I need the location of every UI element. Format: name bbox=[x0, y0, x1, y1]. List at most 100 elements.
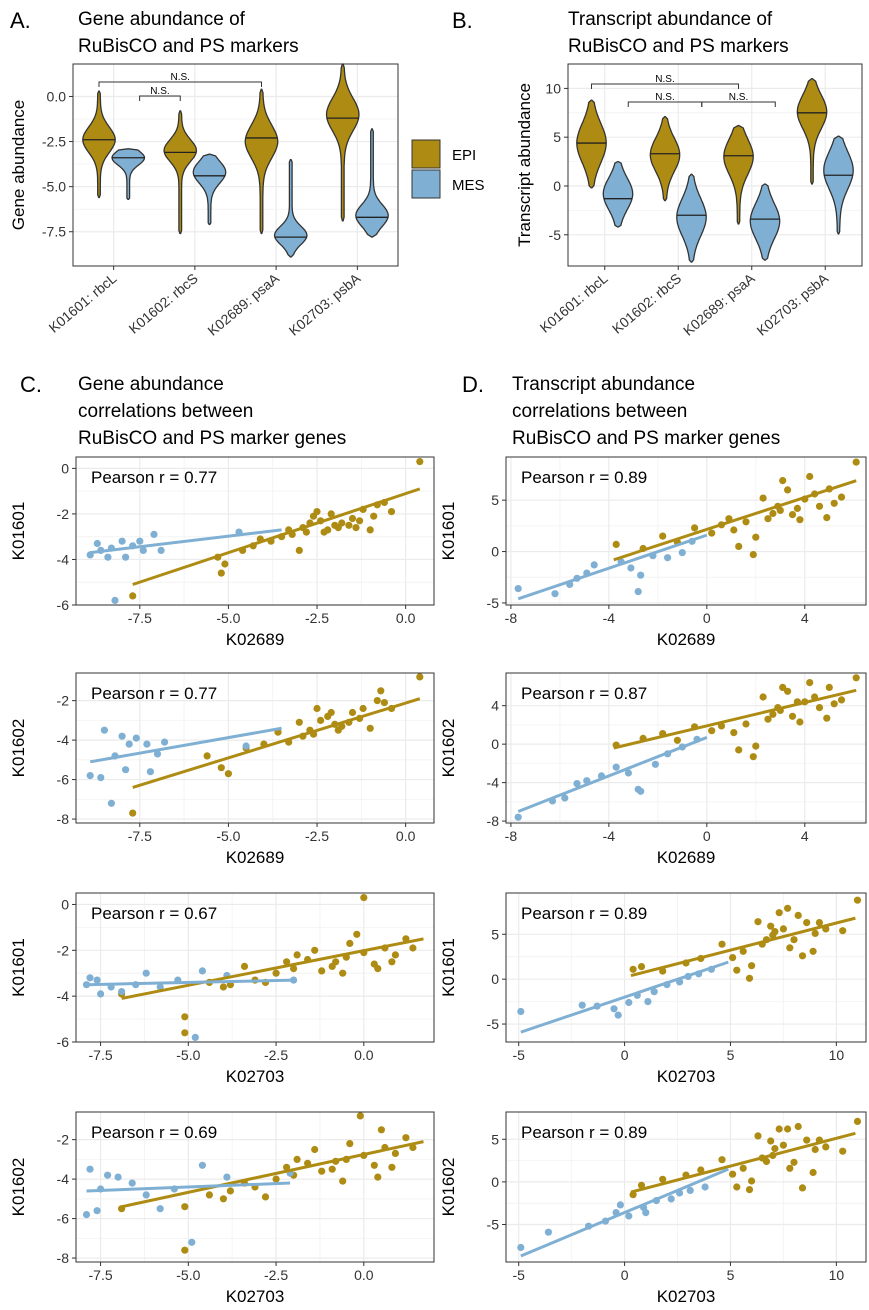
violin-mes bbox=[823, 135, 854, 235]
point-mes bbox=[198, 1161, 206, 1169]
y-tick-label: -5 bbox=[487, 595, 500, 611]
point-epi bbox=[217, 764, 225, 772]
legend-label-mes: MES bbox=[452, 177, 485, 194]
panel-d-title-line3: RuBisCO and PS marker genes bbox=[512, 428, 780, 449]
point-epi bbox=[388, 1163, 396, 1171]
x-category-label: K01601: rbcL bbox=[537, 270, 611, 336]
point-epi bbox=[823, 714, 831, 722]
x-tick-label: 5 bbox=[727, 1267, 735, 1283]
point-epi bbox=[629, 965, 637, 973]
x-category-label: K02703: psbA bbox=[286, 270, 364, 339]
x-tick-label: 0.0 bbox=[396, 828, 416, 844]
point-epi bbox=[767, 1137, 775, 1145]
chart-d4-panel-border bbox=[505, 1111, 867, 1263]
y-tick-label: 0.0 bbox=[47, 88, 67, 104]
point-epi bbox=[327, 708, 335, 717]
fit-line-epi bbox=[121, 1140, 424, 1209]
point-epi bbox=[839, 927, 847, 935]
point-epi bbox=[769, 509, 777, 518]
panel-c-title-line2: correlations between bbox=[78, 401, 253, 422]
y-tick-label: -2 bbox=[57, 942, 70, 958]
point-mes bbox=[625, 1212, 633, 1220]
point-epi bbox=[339, 1177, 347, 1185]
y-tick-label: -5 bbox=[549, 227, 562, 243]
point-epi bbox=[328, 1165, 336, 1173]
point-epi bbox=[779, 925, 788, 933]
panel-letter-b: B. bbox=[452, 8, 473, 33]
point-epi bbox=[735, 542, 743, 551]
point-mes bbox=[142, 1191, 150, 1199]
y-tick-label: -8 bbox=[487, 813, 500, 829]
point-epi bbox=[809, 947, 817, 955]
x-tick-label: -7.5 bbox=[128, 828, 152, 844]
violin-mes bbox=[192, 153, 227, 226]
point-epi bbox=[786, 944, 794, 952]
chart-c4-panel-border bbox=[75, 1111, 435, 1263]
y-tick-label: -4 bbox=[57, 1171, 70, 1187]
significance-label: N.S. bbox=[171, 72, 190, 83]
fit-line-epi bbox=[613, 688, 857, 750]
point-mes bbox=[198, 967, 206, 975]
point-epi bbox=[748, 962, 756, 970]
panel-a-title-line1: Gene abundance of bbox=[78, 9, 246, 30]
x-tick-label: -5.0 bbox=[176, 1267, 200, 1283]
point-epi bbox=[409, 944, 417, 952]
point-epi bbox=[295, 546, 303, 555]
y-axis-title: K01601 bbox=[9, 938, 28, 997]
point-epi bbox=[718, 940, 726, 948]
point-epi bbox=[339, 969, 347, 977]
x-tick-label: -5.0 bbox=[216, 610, 240, 626]
x-tick-label: 4 bbox=[801, 828, 809, 844]
point-mes bbox=[86, 772, 94, 780]
point-mes bbox=[93, 976, 101, 984]
point-epi bbox=[320, 528, 328, 536]
point-mes bbox=[667, 1195, 675, 1203]
point-epi bbox=[742, 518, 750, 526]
point-epi bbox=[784, 687, 792, 695]
y-tick-label: -2 bbox=[57, 506, 70, 522]
point-epi bbox=[673, 736, 682, 744]
panel-letter-d: D. bbox=[462, 372, 484, 397]
point-epi bbox=[219, 1195, 227, 1203]
point-epi bbox=[837, 493, 846, 501]
point-epi bbox=[771, 1145, 779, 1153]
point-mes bbox=[128, 1179, 136, 1187]
x-tick-label: -7.5 bbox=[89, 1047, 113, 1063]
point-epi bbox=[806, 679, 814, 687]
point-epi bbox=[370, 1161, 378, 1169]
x-category-label: K02703: psbA bbox=[754, 270, 832, 339]
point-mes bbox=[97, 774, 105, 782]
point-epi bbox=[793, 504, 802, 512]
point-epi bbox=[416, 673, 424, 681]
fit-line-epi bbox=[630, 916, 856, 978]
point-mes bbox=[143, 740, 151, 748]
chart-c2-panel-border bbox=[75, 672, 435, 824]
point-mes bbox=[118, 732, 126, 740]
charts-layer: 0.0-2.5-5.0-7.5N.S.N.S.K01601: rbcL K0160… bbox=[9, 63, 867, 1306]
point-epi bbox=[823, 514, 831, 522]
point-epi bbox=[181, 1203, 189, 1211]
point-epi bbox=[745, 974, 754, 982]
fit-line-epi bbox=[121, 937, 424, 1000]
point-epi bbox=[798, 1184, 807, 1192]
point-mes bbox=[114, 1173, 122, 1181]
point-epi bbox=[366, 724, 374, 732]
violin-epi bbox=[244, 88, 279, 235]
y-tick-label: -2 bbox=[57, 1132, 70, 1148]
panel-d-title-line2: correlations between bbox=[512, 401, 687, 422]
point-epi bbox=[181, 1013, 189, 1021]
fit-line-epi bbox=[613, 479, 857, 562]
y-axis-title: K01601 bbox=[439, 938, 458, 997]
x-axis-title: K02689 bbox=[226, 848, 285, 867]
point-epi bbox=[839, 1147, 847, 1155]
chart-c2: Pearson r = 0.77 -7.5 -5.0 -2.5 0.0 -2 -4 -6 -8 K… bbox=[9, 672, 435, 867]
y-tick-label: -6 bbox=[57, 1211, 70, 1227]
chart-c1-panel-border bbox=[75, 456, 435, 606]
point-mes bbox=[590, 561, 598, 569]
panel-letter-c: C. bbox=[20, 372, 42, 397]
pearson-annotation: Pearson r = 0.89 bbox=[521, 1123, 647, 1142]
point-mes bbox=[146, 768, 154, 776]
point-mes bbox=[610, 1005, 618, 1013]
point-epi bbox=[837, 696, 846, 704]
y-tick-label: 0 bbox=[61, 460, 69, 476]
